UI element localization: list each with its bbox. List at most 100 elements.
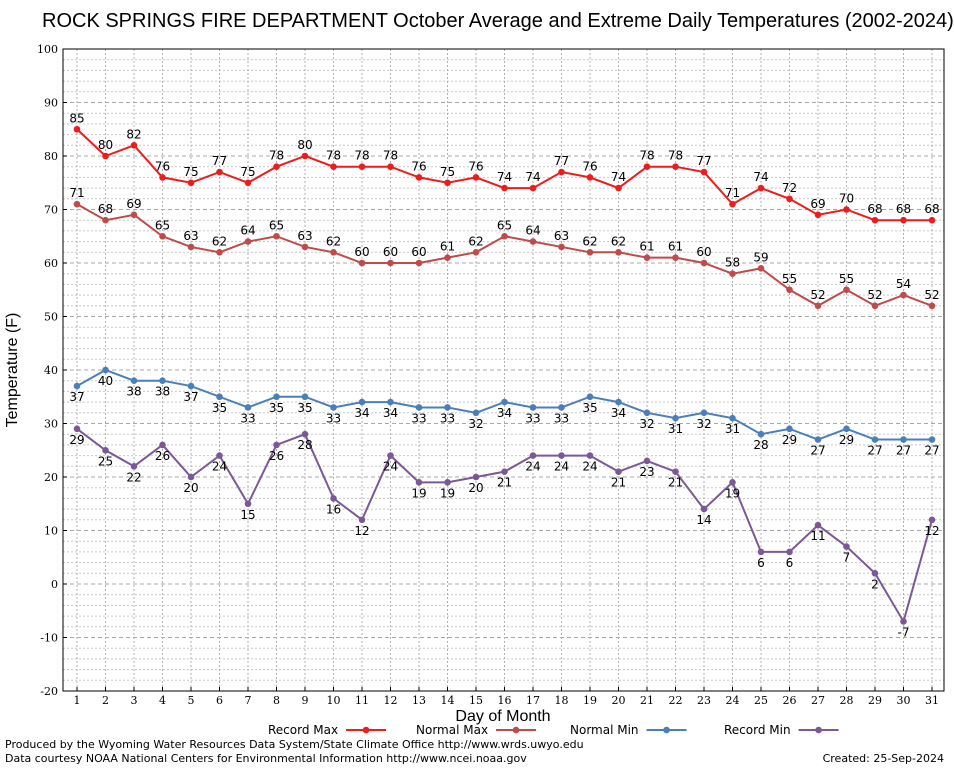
x-tick-label: 14 — [441, 694, 455, 707]
data-point — [444, 254, 451, 261]
data-label: 76 — [411, 159, 426, 173]
data-label: 65 — [497, 218, 512, 232]
y-tick-label: 90 — [44, 97, 58, 110]
data-label: 19 — [440, 486, 455, 500]
data-point — [244, 238, 252, 245]
data-label: 33 — [525, 411, 540, 425]
data-point — [729, 270, 736, 278]
data-label: 74 — [753, 170, 768, 184]
data-point — [729, 414, 736, 422]
data-label: 31 — [668, 422, 683, 436]
data-label: 82 — [126, 127, 141, 141]
data-point — [330, 249, 337, 256]
data-point — [244, 404, 252, 411]
data-label: 62 — [212, 234, 227, 248]
data-label: 21 — [668, 476, 683, 490]
data-point — [301, 430, 309, 438]
x-tick-label: 31 — [925, 694, 939, 707]
y-tick-label: 80 — [44, 150, 58, 163]
x-tick-label: 26 — [783, 694, 797, 707]
data-point — [501, 232, 508, 240]
data-label: 69 — [810, 197, 825, 211]
data-point — [387, 163, 394, 170]
legend-marker — [362, 726, 370, 734]
data-point — [159, 174, 166, 181]
legend-label: Normal Max — [416, 723, 488, 737]
x-tick-label: 29 — [868, 694, 882, 707]
data-label: 52 — [924, 288, 939, 302]
legend: Record Max Normal Max Normal Min Record Min — [268, 723, 839, 737]
data-point — [757, 265, 765, 272]
data-label: 31 — [725, 422, 740, 436]
x-tick-label: 2 — [102, 694, 109, 707]
data-label: 27 — [810, 444, 825, 458]
data-label: 52 — [810, 288, 825, 302]
data-label: 2 — [871, 577, 879, 591]
y-tick-label: 10 — [44, 525, 58, 538]
data-label: 38 — [126, 385, 141, 399]
data-point — [444, 404, 451, 411]
data-label: 22 — [126, 470, 141, 484]
data-label: 78 — [326, 149, 341, 163]
x-tick-label: 1 — [74, 694, 81, 707]
data-label: 11 — [810, 529, 825, 543]
data-point — [843, 543, 850, 550]
data-point — [187, 473, 195, 481]
data-label: 65 — [269, 218, 284, 232]
data-label: 76 — [468, 159, 483, 173]
y-tick-label: 0 — [51, 578, 58, 591]
data-point — [301, 152, 309, 160]
data-point — [928, 302, 936, 310]
data-point — [130, 211, 138, 219]
data-label: 24 — [212, 460, 227, 474]
data-label: 12 — [924, 524, 939, 538]
y-tick-label: 50 — [44, 311, 58, 324]
data-point — [187, 243, 195, 251]
data-point — [615, 468, 622, 475]
data-point — [700, 505, 708, 513]
data-label: 6 — [786, 556, 794, 570]
data-point — [786, 425, 793, 433]
x-tick-label: 3 — [131, 694, 138, 707]
data-label: 68 — [924, 202, 939, 216]
footer-data-courtesy: Data courtesy NOAA National Centers for … — [5, 752, 527, 765]
data-label: 78 — [354, 149, 369, 163]
data-label: 33 — [440, 411, 455, 425]
data-point — [73, 125, 81, 133]
x-tick-label: 4 — [159, 694, 166, 707]
data-label: 37 — [69, 390, 84, 404]
data-point — [672, 414, 679, 422]
data-label: 37 — [183, 390, 198, 404]
data-label: 33 — [411, 411, 426, 425]
data-point — [643, 163, 651, 170]
data-point — [159, 441, 166, 449]
data-point — [529, 452, 537, 459]
data-label: 61 — [668, 240, 683, 254]
data-point — [415, 479, 423, 486]
data-point — [415, 404, 423, 411]
data-point — [643, 457, 651, 465]
data-label: 27 — [896, 444, 911, 458]
data-point — [672, 254, 679, 261]
data-label: 78 — [668, 149, 683, 163]
legend-label: Record Max — [268, 723, 338, 737]
data-label: 27 — [924, 444, 939, 458]
data-point — [900, 436, 907, 443]
data-point — [273, 393, 280, 401]
data-label: 34 — [497, 406, 512, 420]
data-point — [472, 409, 480, 417]
data-point — [472, 249, 480, 256]
data-label: 29 — [839, 433, 854, 447]
data-point — [529, 184, 537, 192]
data-label: 74 — [611, 170, 626, 184]
data-label: 74 — [497, 170, 512, 184]
data-label: 19 — [725, 486, 740, 500]
data-point — [73, 425, 81, 433]
series-record-max: 85 80 82 76 75 77 75 78 80 78 78 78 76 75 76 74 74 77 76 74… — [69, 111, 940, 224]
data-point — [387, 259, 394, 267]
data-point — [159, 232, 166, 240]
data-label: 76 — [582, 159, 597, 173]
